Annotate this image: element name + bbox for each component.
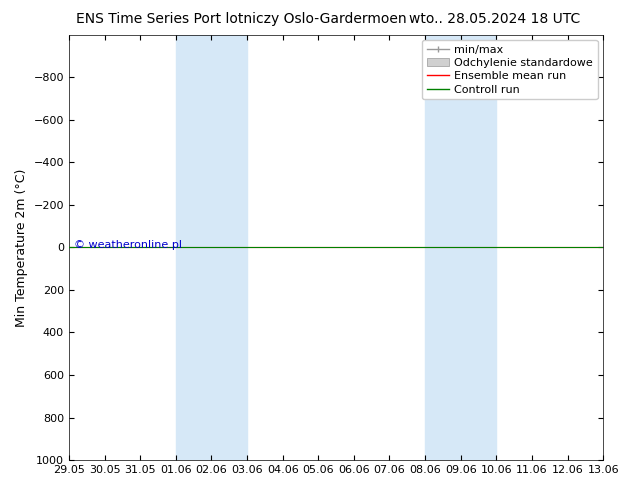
Text: wto.. 28.05.2024 18 UTC: wto.. 28.05.2024 18 UTC (409, 12, 580, 26)
Y-axis label: Min Temperature 2m (°C): Min Temperature 2m (°C) (15, 168, 28, 326)
Bar (425, 35, 496, 460)
Text: ENS Time Series Port lotniczy Oslo-Gardermoen: ENS Time Series Port lotniczy Oslo-Garde… (75, 12, 406, 26)
Bar (176, 35, 247, 460)
Legend: min/max, Odchylenie standardowe, Ensemble mean run, Controll run: min/max, Odchylenie standardowe, Ensembl… (422, 40, 598, 99)
Text: © weatheronline.pl: © weatheronline.pl (74, 240, 182, 250)
